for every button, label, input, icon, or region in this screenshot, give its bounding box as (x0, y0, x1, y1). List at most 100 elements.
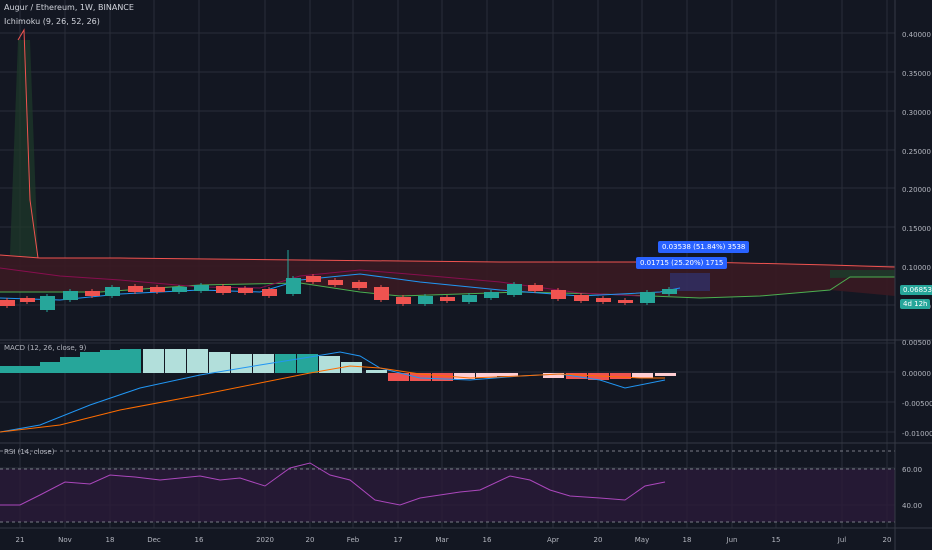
candle-body (640, 292, 655, 303)
countdown-tag: 4d 12h (900, 299, 931, 309)
macd-lines (0, 351, 666, 433)
macd-bar (60, 357, 81, 373)
time-axis-label: 16 (195, 536, 204, 544)
macd-title[interactable]: MACD (12, 26, close, 9) (4, 344, 87, 352)
measure-tooltip-upper: 0.03538 (51.84%) 3538 (658, 241, 750, 253)
candle-body (662, 289, 677, 294)
macd-bar (476, 373, 497, 378)
macd-bar (388, 373, 409, 381)
candle-body (216, 286, 231, 293)
price-axis-label: 0.25000 (902, 148, 931, 156)
time-axis-label: 18 (683, 536, 692, 544)
candle-body (440, 297, 455, 301)
candle-body (396, 297, 411, 304)
candle-body (40, 296, 55, 310)
rsi-axis-label: 60.00 (902, 466, 922, 474)
candle-body (507, 284, 522, 295)
macd-axis[interactable]: 0.00500 0.00000 -0.00500 -0.01000 (902, 339, 932, 438)
candle-body (374, 287, 389, 300)
macd-bar (497, 373, 518, 376)
candle-body (574, 295, 589, 301)
candle-body (262, 289, 277, 296)
macd-bar (253, 354, 274, 373)
price-candles (0, 250, 677, 312)
macd-bar (80, 352, 101, 373)
candle-body (238, 288, 253, 293)
macd-bar (187, 349, 208, 373)
macd-bar (100, 350, 121, 373)
macd-bar (209, 352, 230, 373)
macd-bar (588, 373, 609, 380)
candle-body (352, 282, 367, 288)
candle-body (150, 287, 165, 292)
macd-bar (40, 362, 61, 373)
time-axis-label: Dec (147, 536, 161, 544)
macd-axis-label: 0.00000 (902, 370, 931, 378)
time-axis-label: 16 (483, 536, 492, 544)
time-axis[interactable]: 21 Nov 18 Dec 16 2020 20 Feb 17 Mar 16 Apr 20 May 18 Ju… (16, 536, 892, 544)
time-axis-label: Jul (837, 536, 847, 544)
candle-body (418, 296, 433, 304)
candle-body (306, 276, 321, 282)
candle-body (172, 287, 187, 292)
candle-body (194, 285, 209, 291)
candle-body (105, 287, 120, 296)
ichimoku-cloud (0, 28, 896, 301)
time-axis-label: 20 (883, 536, 892, 544)
candle-body (286, 278, 301, 294)
macd-histogram (0, 349, 676, 381)
candle-body (618, 300, 633, 303)
rsi-title[interactable]: RSI (14, close) (4, 448, 55, 456)
time-axis-label: 17 (394, 536, 403, 544)
macd-axis-label: 0.00500 (902, 339, 931, 347)
candle-body (484, 292, 499, 298)
candle-body (128, 286, 143, 292)
time-axis-label: Nov (58, 536, 72, 544)
macd-bar (143, 349, 164, 373)
candle-body (0, 300, 15, 306)
time-axis-label: 18 (106, 536, 115, 544)
macd-bar (297, 354, 318, 373)
time-axis-label: 15 (772, 536, 781, 544)
macd-bar (454, 373, 475, 379)
rsi-pane (0, 450, 895, 523)
macd-bar (0, 366, 21, 373)
time-axis-label: 21 (16, 536, 25, 544)
macd-bar (231, 354, 252, 373)
candle-body (20, 298, 35, 302)
time-axis-label: Feb (347, 536, 360, 544)
price-axis[interactable]: 0.40000 0.35000 0.30000 0.25000 0.20000 … (902, 31, 931, 311)
macd-bar (432, 373, 453, 381)
time-axis-label: Mar (435, 536, 448, 544)
price-axis-label: 0.35000 (902, 70, 931, 78)
macd-bar (120, 349, 141, 373)
macd-axis-label: -0.01000 (902, 430, 932, 438)
last-price-tag: 0.06853 (900, 285, 932, 295)
price-axis-label: 0.40000 (902, 31, 931, 39)
price-axis-label: 0.10000 (902, 264, 931, 272)
candle-body (551, 290, 566, 299)
time-axis-label: Apr (547, 536, 559, 544)
macd-bar (366, 370, 387, 373)
candle-body (596, 298, 611, 302)
rsi-axis-label: 40.00 (902, 502, 922, 510)
time-axis-label: May (635, 536, 649, 544)
macd-bar (632, 373, 653, 378)
candle-body (328, 280, 343, 285)
indicator-info[interactable]: Ichimoku (9, 26, 52, 26) (4, 17, 100, 26)
time-axis-label: 20 (594, 536, 603, 544)
rsi-axis[interactable]: 60.00 40.00 (902, 466, 922, 510)
symbol-info[interactable]: Augur / Ethereum, 1W, BINANCE (4, 3, 134, 12)
candle-body (63, 291, 78, 300)
candle-body (462, 295, 477, 302)
macd-bar (410, 373, 431, 381)
price-axis-label: 0.15000 (902, 225, 931, 233)
measure-tooltip-lower: 0.01715 (25.20%) 1715 (636, 257, 728, 269)
price-axis-label: 0.20000 (902, 186, 931, 194)
price-axis-label: 0.30000 (902, 109, 931, 117)
macd-bar (341, 362, 362, 373)
macd-bar (165, 349, 186, 373)
macd-bar (20, 366, 41, 373)
